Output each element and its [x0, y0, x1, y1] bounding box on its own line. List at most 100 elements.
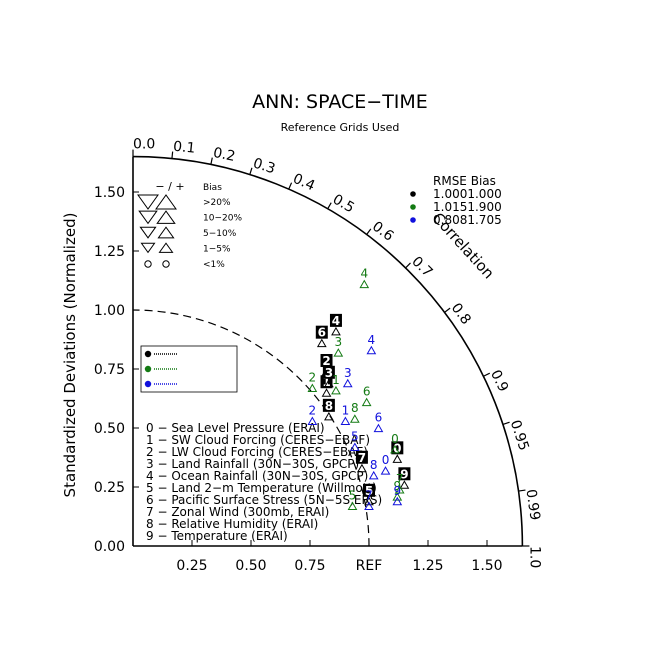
data-point-label: 9: [393, 479, 401, 493]
data-point-label: 6: [363, 385, 371, 399]
data-point-label: 5: [349, 489, 357, 503]
correlation-tick-mark: [327, 202, 332, 210]
chart-title: ANN: SPACE−TIME: [252, 91, 428, 113]
data-point-label: 3: [344, 366, 352, 380]
data-point-label-box: [355, 450, 368, 464]
data-point-marker: [368, 470, 379, 480]
correlation-tick-mark: [483, 372, 491, 377]
correlation-tick-label: 1.0: [526, 546, 542, 568]
reference-arc: [132, 309, 370, 547]
x-tick-label: 0.50: [235, 558, 266, 574]
data-point-label: 8: [325, 399, 333, 413]
data-point-label: 6: [375, 411, 383, 425]
data-point-label: 0: [393, 441, 401, 455]
data-point-label: 2: [309, 371, 317, 385]
data-point-label-box: [363, 483, 375, 497]
rmse-table-dot: [410, 191, 416, 197]
data-point-marker: [349, 414, 360, 423]
x-tick-label: REF: [356, 558, 383, 574]
x-tick-label: 0.75: [294, 558, 325, 574]
data-point-label-box: [315, 325, 328, 339]
data-point-marker: [321, 388, 332, 397]
data-point-label-box: [322, 365, 335, 379]
data-point-label: 2: [309, 404, 317, 418]
bias-legend-label: >20%: [203, 198, 231, 208]
rmse-table-header: RMSE Bias: [433, 174, 496, 188]
case-legend-dot: [144, 365, 152, 373]
correlation-tick-label: 0.99: [522, 488, 542, 521]
y-tick-label: 0.25: [94, 480, 125, 496]
bias-legend-label: 5−10%: [203, 229, 237, 239]
data-point-label: 8: [370, 458, 378, 472]
variable-legend-item: 4 − Ocean Rainfall (30N−30S, GPCP): [146, 469, 368, 483]
bias-legend-neg-symbol: [137, 194, 159, 210]
data-point-label: 1: [342, 404, 350, 418]
data-point-label: 9: [400, 467, 408, 481]
data-point-label: 1: [322, 375, 330, 389]
data-point-label: 5: [351, 430, 359, 444]
data-point-label: 6: [318, 326, 326, 340]
variable-legend-item: 5 − Land 2−m Temperature (Willmott): [146, 481, 377, 495]
data-point-marker: [366, 345, 377, 355]
data-point-label: 2: [322, 354, 330, 368]
rmse-table-values: 1.0151.900: [433, 200, 502, 214]
rmse-table-dot: [410, 204, 416, 210]
y-tick-label: 1.00: [94, 303, 125, 319]
y-tick-label: 1.50: [94, 185, 125, 201]
correlation-tick-mark: [249, 167, 253, 175]
variable-legend-item: 0 − Sea Level Pressure (ERAI): [146, 421, 325, 435]
correlation-tick-mark: [171, 151, 174, 159]
correlation-arc: [132, 155, 524, 547]
y-tick-label: 0.75: [94, 362, 125, 378]
y-axis-label: Standardized Deviations (Normalized): [61, 213, 79, 498]
y-tick-label: 0.50: [94, 421, 125, 437]
data-point-marker: [324, 411, 334, 421]
data-point-marker: [361, 397, 372, 407]
case-legend-box: [140, 345, 238, 393]
correlation-tick-mark: [444, 307, 451, 313]
variable-legend-item: 7 − Zonal Wind (300mb, ERAI): [146, 505, 329, 519]
correlation-tick-mark: [210, 157, 213, 165]
correlation-tick-label: 0.1: [172, 139, 196, 157]
data-point-label: 9: [393, 484, 401, 498]
y-tick-label: 0.00: [94, 539, 125, 555]
correlation-tick-label: 0.7: [408, 254, 435, 281]
bias-legend-header: Bias: [203, 183, 222, 193]
data-point-marker: [373, 423, 384, 433]
data-point-marker: [331, 385, 341, 395]
data-point-marker: [364, 501, 374, 511]
data-point-marker: [392, 454, 403, 463]
x-tick-label: 0.25: [176, 558, 207, 574]
data-point-marker: [357, 463, 367, 473]
correlation-tick-mark: [502, 421, 510, 425]
data-point-label: 7: [358, 451, 366, 465]
case-legend-dot: [144, 380, 152, 388]
bias-legend-neg-symbol: [140, 242, 156, 254]
data-point-label-box: [398, 467, 411, 481]
variable-legend-item: 8 − Relative Humidity (ERAI): [146, 517, 318, 531]
rmse-table-dot: [410, 217, 416, 223]
data-point-label: 5: [365, 484, 373, 498]
bias-legend-sign: − / +: [155, 180, 184, 193]
data-point-marker: [324, 378, 334, 388]
data-point-label: 7: [396, 472, 404, 486]
data-point-marker: [359, 279, 370, 289]
bias-legend-label: 1−5%: [203, 245, 231, 255]
correlation-tick-label: 0.0: [133, 137, 155, 153]
data-point-label: 0: [382, 453, 390, 467]
data-point-label: 4: [368, 333, 376, 347]
data-point-marker: [331, 326, 341, 336]
bias-legend-pos-symbol: [156, 210, 176, 224]
bias-legend-pos-symbol: [158, 242, 174, 253]
correlation-tick-label: 0.8: [448, 300, 474, 327]
correlation-tick-mark: [405, 262, 411, 269]
correlation-tick-mark: [288, 182, 293, 190]
correlation-tick-label: 0.2: [212, 145, 237, 165]
variable-legend-item: 1 − SW Cloud Forcing (CERES−EBAF): [146, 433, 370, 447]
variable-legend-item: 6 − Pacific Surface Stress (5N−5S,ERS): [146, 493, 382, 507]
bias-legend-neg-symbol: [139, 226, 157, 239]
data-point-marker: [390, 444, 400, 454]
